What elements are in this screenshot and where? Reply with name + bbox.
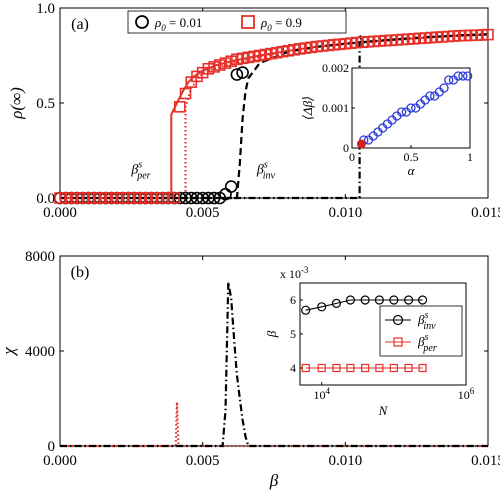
x-axis-label: β [269,471,279,490]
inset-y-axis-label: β [264,330,279,338]
inset-data-point [389,295,399,305]
inset-x-tick-label: 1 [467,150,473,164]
inset-data-point [406,103,416,113]
inset-data-point [404,363,413,373]
data-point [174,101,186,113]
inset-x-tick-label: 104 [313,386,330,402]
inset-data-point [317,302,327,312]
legend-box [127,10,347,34]
inset-data-point [439,83,449,93]
inset-data-point [375,363,384,373]
data-point [230,68,244,81]
data-point [207,191,221,205]
inset-data-point [403,295,414,305]
y-tick-label: 0.0 [36,191,55,207]
inset-data-point [418,363,427,373]
y-tick-label: 8000 [25,249,55,265]
legend-marker [135,15,149,29]
inset-data-point [346,363,355,373]
x-tick-label: 0.015 [471,205,500,221]
inset-legend-marker [392,314,404,326]
inset-x-axis-label: α [408,163,416,178]
inset-x-tick-label: 106 [458,386,475,402]
legend-label: ρ0 = 0.9 [260,15,302,33]
data-point [179,87,192,100]
inset-data-point [417,295,428,305]
panel-label: (a) [71,16,89,33]
inset-data-point [317,363,326,373]
series-line [60,402,488,448]
inset-y-tick-label: 0.002 [322,61,349,75]
inset-a: 0 0.5 1 0 0.001 0.002 α ⟨Δβ⟩ [300,61,473,178]
x-tick-label: 0.005 [186,453,220,469]
annotation: βs per [130,159,150,181]
inset-scale-label: x 10-3 [280,265,309,281]
inset-data-point [444,75,454,85]
inset-data-point [361,363,370,373]
inset-x-tick-label: 0.5 [404,150,419,164]
inset-data-point [425,91,435,101]
panel-a: 0.000 0.005 0.010 0.015 0.0 0.5 1.0 ρ(∞) (a) βspe… [7,1,500,221]
inset-data-point [332,363,341,373]
inset-frame [351,67,471,149]
annotation: βs inv [256,159,276,181]
inset-y-tick-label: 6 [290,293,296,307]
y-axis-label: χ [0,347,18,357]
inset-data-point [345,295,356,305]
legend-marker [241,15,255,29]
inset-y-tick-label: 4 [290,361,296,375]
legend-label: ρ0 = 0.01 [154,15,202,33]
x-tick-label: 0.005 [186,205,220,221]
inset-data-point [356,139,366,149]
inset-data-point [301,363,310,373]
y-tick-label: 0.5 [36,96,55,112]
x-tick-label: 0.000 [43,453,77,469]
inset-data-point [331,298,342,308]
data-point [224,180,238,193]
data-point [482,28,494,41]
inset-data-point [389,363,398,373]
inset-data-point [301,305,311,315]
inset-series-line [305,299,423,311]
inset-legend-label: βs per [417,332,437,354]
y-axis-label: ρ(∞) [7,87,26,120]
series-line [60,281,488,448]
data-point [236,66,249,79]
y-tick-label: 0 [48,439,56,455]
x-tick-label: 0.015 [471,453,500,469]
inset-y-tick-label: 0 [343,141,349,155]
inset-data-point [374,295,384,305]
y-tick-label: 4000 [25,344,55,360]
inset-data-point [396,107,407,117]
inset-y-tick-label: 5 [290,327,296,341]
inset-data-point [458,71,468,81]
legend: ρ0 = 0.01 ρ0 = 0.9 [127,10,347,34]
x-tick-label: 0.010 [328,205,362,221]
x-tick-label: 0.000 [43,205,77,221]
inset-data-point [360,295,370,305]
panel-b: 0.000 0.005 0.010 0.015 0 4000 8000 β χ (b) x 10-3… [0,249,500,490]
inset-data-point [462,71,473,81]
inset-y-tick-label: 0.001 [322,101,349,115]
inset-x-axis-label: N [378,403,389,418]
data-point [168,192,180,204]
y-tick-label: 1.0 [36,1,55,17]
inset-data-point [453,71,463,81]
inset-y-axis-label: ⟨Δβ⟩ [300,96,315,120]
inset-x-tick-label: 0 [349,150,355,164]
x-tick-label: 0.010 [328,453,362,469]
inset-legend-marker [393,337,403,347]
panel-label: (b) [71,264,90,281]
inset-legend-label: βs inv [417,310,436,332]
inset-legend-box [379,305,463,357]
